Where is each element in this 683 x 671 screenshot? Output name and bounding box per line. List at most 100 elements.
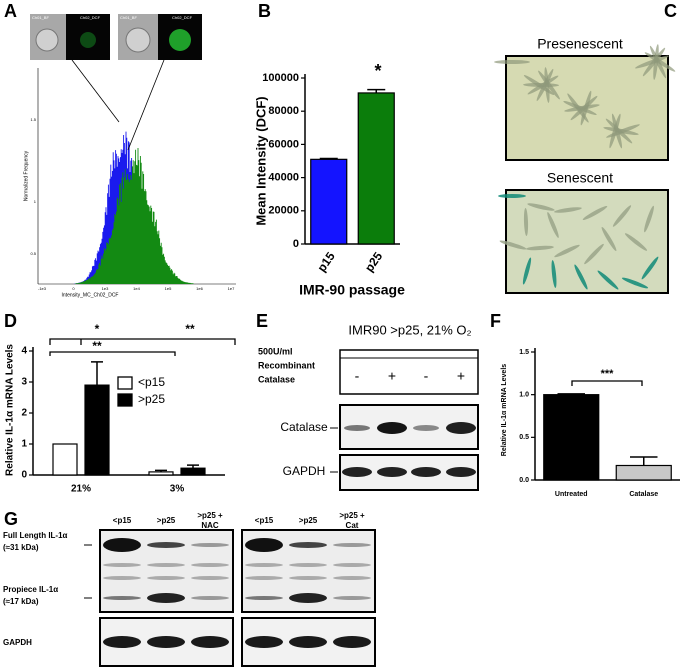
cell <box>609 113 621 149</box>
y-tick-label: 1.0 <box>519 392 529 399</box>
band <box>333 636 371 648</box>
band <box>245 538 283 552</box>
image-label: Senescent <box>547 170 613 186</box>
significance-bracket <box>49 351 176 356</box>
band <box>344 425 370 431</box>
lane-label: <p15 <box>255 516 274 525</box>
cell <box>624 233 648 251</box>
sign: + <box>457 368 465 384</box>
band <box>289 542 327 548</box>
cell <box>644 205 654 233</box>
lane-label: >p25 + <box>197 511 223 520</box>
y-tick-label: 40000 <box>268 172 299 184</box>
y-tick-label: 0.5 <box>519 434 529 441</box>
panel-a: Ch01_BF Ch02_DCF Ch01_BF Ch02_DCF Normal… <box>23 14 236 298</box>
y-tick-label: 0.0 <box>519 477 529 484</box>
lane-label: >p25 + <box>339 511 365 520</box>
cell <box>554 207 582 213</box>
band <box>289 563 327 567</box>
thumb-label: Ch02_DCF <box>172 15 193 20</box>
band <box>191 576 229 580</box>
axis-title: Intensity_MC_Ch02_DCF <box>62 292 119 298</box>
band <box>245 576 283 580</box>
tick-label: 1e4 <box>133 286 140 291</box>
band <box>191 563 229 567</box>
band <box>147 542 185 548</box>
sign-box <box>339 349 479 395</box>
sign: + <box>388 368 396 384</box>
image-label: Presenescent <box>537 36 623 52</box>
bar <box>310 158 348 245</box>
band <box>333 596 371 600</box>
panel-label: D <box>4 311 17 331</box>
band <box>333 563 371 567</box>
y-axis-title: Relative IL-1α mRNA Levels <box>5 344 16 476</box>
band <box>103 563 141 567</box>
band <box>333 543 371 547</box>
error-bar <box>91 361 103 386</box>
error-bar <box>187 464 199 469</box>
cell <box>523 208 529 236</box>
tick-label: 1e3 <box>102 286 109 291</box>
tick-label: 0 <box>72 286 75 291</box>
band <box>245 636 283 648</box>
y-tick-label: 80000 <box>268 105 299 117</box>
band <box>245 596 283 600</box>
bar <box>148 471 174 476</box>
annotation: * <box>95 322 100 336</box>
y-tick-label: 100000 <box>262 72 299 84</box>
band <box>411 467 441 477</box>
tick-label: 1.5 <box>30 117 36 122</box>
legend-swatch <box>117 393 133 407</box>
cell <box>597 270 619 290</box>
cell <box>35 28 59 52</box>
band <box>103 538 141 552</box>
cell <box>551 260 557 288</box>
band <box>147 563 185 567</box>
thumb-label: Ch01_BF <box>32 15 49 20</box>
band <box>446 467 476 477</box>
error-bar <box>319 157 338 160</box>
thumb-label: Ch01_BF <box>120 15 137 20</box>
error-bar <box>557 393 585 395</box>
row-label: Catalase <box>280 420 328 434</box>
cell <box>554 244 580 258</box>
tick-label: 1e6 <box>196 286 203 291</box>
cell <box>601 226 617 252</box>
lane-label: <p15 <box>113 516 132 525</box>
bar <box>615 464 672 481</box>
significance-bracket <box>49 338 236 345</box>
panel-label: C <box>664 1 677 21</box>
bar <box>543 394 600 481</box>
sign: - <box>424 368 429 384</box>
treatment-label: 500U/ml <box>258 346 293 356</box>
axis-title: Normalized Frequency <box>23 150 29 201</box>
panel-label: G <box>4 509 18 529</box>
row-label: Propiece IL-1α <box>3 585 58 594</box>
y-tick-label: 4 <box>21 346 27 357</box>
y-axis-title: Mean Intensity (DCF) <box>253 96 268 225</box>
error-bar <box>367 88 386 93</box>
band <box>191 636 229 648</box>
connector <box>71 59 120 123</box>
thumb-label: Ch02_DCF <box>80 15 101 20</box>
band <box>103 636 141 648</box>
cell <box>584 243 604 265</box>
treatment-label: Recombinant <box>258 360 315 370</box>
band <box>333 576 371 580</box>
cell <box>169 29 191 51</box>
y-tick-label: 3 <box>21 377 27 388</box>
band <box>377 422 407 434</box>
histogram <box>74 131 194 284</box>
band <box>245 563 283 567</box>
cell <box>80 32 96 48</box>
panel-label: B <box>258 1 271 21</box>
error-bar <box>630 456 658 466</box>
band <box>289 576 327 580</box>
bar <box>357 92 395 245</box>
x-tick-label: Untreated <box>555 491 588 498</box>
y-tick-label: 20000 <box>268 205 299 217</box>
tick-label: 1e7 <box>228 286 235 291</box>
bar <box>52 443 78 476</box>
